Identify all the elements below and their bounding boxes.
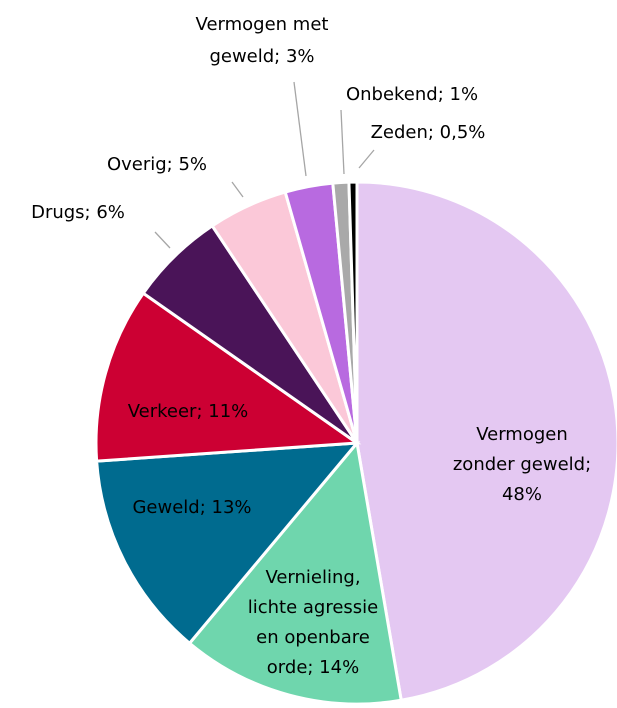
data-label-line: Drugs; 6% [31,202,125,223]
data-label-line: Onbekend; 1% [346,84,478,105]
data-label-line: Vernieling, [265,567,360,588]
data-label-line: geweld; 3% [209,46,314,67]
leader-line [340,109,345,175]
data-label-line: orde; 14% [267,657,359,678]
data-label-line: lichte agressie [248,597,379,618]
data-label: Vernieling, lichte agressie en openbare ord… [248,567,379,678]
pie-slice [94,291,362,463]
pie-slice [355,180,617,702]
pie-slice [187,439,403,706]
data-label: Overig; 5% [107,154,207,175]
data-label: Verkeer; 11% [128,401,249,422]
data-label-line: zonder geweld; [453,454,591,475]
data-label: Onbekend; 1% [346,84,478,105]
data-label: Vermogen met geweld; 3% [196,14,329,67]
leader-line [231,181,244,198]
leader-line [154,231,171,249]
data-label-line: 48% [502,484,542,505]
data-label: Geweld; 13% [132,497,251,518]
data-label-line: Zeden; 0,5% [371,122,486,143]
data-label-line: Vermogen met [196,14,329,35]
data-label-line: Overig; 5% [107,154,207,175]
pie-slice [95,441,361,646]
data-label-line: Geweld; 13% [132,497,251,518]
pie-slice [347,180,359,444]
data-label-line: Vermogen [476,424,568,445]
data-label-line: en openbare [256,627,370,648]
leader-line [293,81,307,177]
leader-line [358,149,375,169]
data-label-line: Verkeer; 11% [128,401,249,422]
data-label: Zeden; 0,5% [371,122,486,143]
data-label: Drugs; 6% [31,202,125,223]
data-label: Vermogen zonder geweld; 48% [453,424,591,505]
